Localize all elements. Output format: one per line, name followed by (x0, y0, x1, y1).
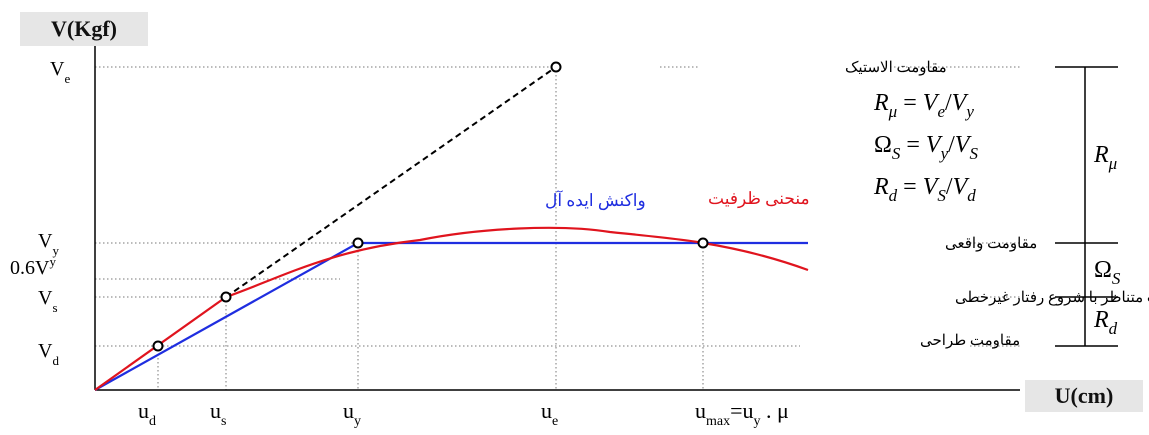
capacity-curve-label: منحنی ظرفیت (708, 189, 810, 209)
ideal-curve-label: واکنش ایده آل (545, 189, 646, 211)
tick-vs: Vs (38, 287, 58, 315)
actual-strength-label: مقاومت واقعی (945, 236, 1037, 252)
factor-r-mu: Rμ (1093, 142, 1117, 173)
capacity-curve (94, 226, 809, 391)
tick-vy: Vy (38, 230, 59, 258)
formula-r-mu: Rμ = Ve/Vy (873, 90, 974, 121)
tick-vd: Vd (38, 340, 59, 368)
formula-omega: ΩS = Vy/VS (874, 132, 978, 163)
first-yield-point-marker (220, 291, 232, 303)
tick-us: us (210, 398, 226, 429)
x-axis-title: U(cm) (1025, 380, 1143, 412)
elastic-response-line (225, 66, 557, 298)
elastic-strength-label: مقاومت الاستیک (845, 60, 947, 76)
nonlinear-strength-label: مقاومت متناظر با شروع رفتار غیرخطی (955, 290, 1149, 306)
tick-ve: Ve (50, 58, 70, 86)
factor-r-d: Rd (1093, 307, 1118, 338)
y-axis-title: V(Kgf) (20, 12, 148, 46)
design-strength-label: مقاومت طراحی (920, 333, 1020, 349)
ideal-response-curve (94, 241, 808, 391)
elastic-point-marker (550, 61, 562, 73)
factor-bracket (1055, 66, 1118, 347)
formula-r-d: Rd = VS/Vd (873, 174, 976, 205)
tick-v06y: 0.6Vy (10, 254, 56, 279)
tick-ue: ue (541, 398, 558, 429)
ultimate-point-marker (697, 237, 709, 249)
tick-ud: ud (138, 398, 156, 429)
design-point-marker (152, 340, 164, 352)
tick-umax: umax=uy . μ (695, 398, 789, 429)
tick-uy: uy (343, 398, 361, 429)
yield-point-marker (352, 237, 364, 249)
factor-omega: ΩS (1094, 257, 1121, 288)
